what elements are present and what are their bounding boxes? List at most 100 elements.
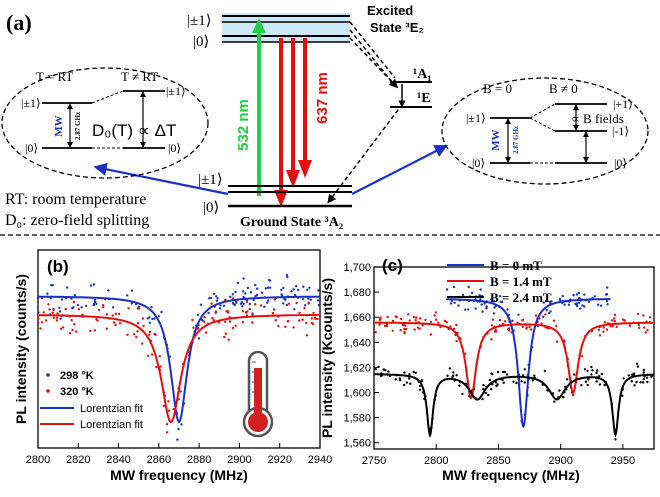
chart-c-point	[516, 321, 519, 324]
ground-ket-0: |0⟩	[203, 200, 219, 216]
chart-b-point	[172, 407, 175, 411]
b-dash-mid	[529, 117, 556, 132]
chart-b-point	[242, 295, 245, 299]
chart-b-point	[285, 303, 288, 307]
chart-c-point	[523, 381, 526, 384]
chart-b-point	[93, 329, 97, 332]
t-freq-label: 2.87 GHz	[74, 112, 82, 140]
chart-b-point	[165, 423, 169, 426]
rt-note: RT: room temperature	[5, 191, 146, 208]
chart-b-xtick-label: 2920	[267, 454, 291, 466]
chart-c-point	[437, 321, 440, 324]
bfield-inset: B = 0 B ≠ 0 |±1⟩ |0⟩ |+1⟩ |-1⟩ |0⟩ MW 2.…	[441, 77, 649, 185]
chart-b-point	[75, 330, 78, 333]
chart-c-point	[547, 311, 551, 315]
singlet-upper-label: ¹A₁	[413, 67, 432, 82]
chart-b-point	[231, 302, 235, 305]
chart-c-point	[631, 373, 634, 376]
chart-b-point	[280, 288, 283, 292]
chart-b-point	[93, 298, 97, 302]
chart-b-point	[155, 365, 158, 369]
t-ket-0-right: |0⟩	[168, 141, 181, 155]
chart-b-point	[268, 278, 271, 282]
chart-c-point	[587, 378, 590, 381]
chart-b-point	[55, 319, 59, 322]
chart-b-point	[260, 291, 264, 294]
chart-b-point	[229, 295, 232, 298]
chart-c-point	[595, 371, 598, 375]
chart-b-point	[313, 316, 317, 319]
chart-b-point	[294, 293, 297, 297]
chart-c-point	[611, 319, 614, 322]
chart-b-point	[306, 288, 309, 291]
chart-b-point	[234, 290, 237, 294]
chart-c-point	[455, 323, 458, 327]
chart-c-ytick-label: 1,640	[343, 337, 371, 349]
chart-c-point	[395, 316, 398, 319]
chart-b-point	[226, 310, 229, 313]
chart-c-point	[484, 391, 488, 395]
chart-b-point	[254, 303, 257, 306]
b-ket-plus1: |+1⟩	[613, 97, 633, 111]
chart-c-point	[385, 324, 389, 328]
chart-b-point	[65, 286, 69, 289]
chart-c-point	[590, 365, 593, 369]
chart-c-point	[598, 375, 601, 378]
chart-c-point	[590, 373, 593, 376]
chart-c-point	[605, 300, 609, 303]
chart-b-point	[297, 288, 300, 292]
chart-b-point	[107, 289, 110, 292]
chart-c-point	[506, 308, 509, 311]
emission-arrowhead-1	[274, 190, 288, 207]
chart-b-point	[70, 319, 73, 322]
chart-b-xtick-label: 2940	[308, 454, 332, 466]
chart-c-point	[561, 294, 564, 298]
chart-c-point	[487, 393, 490, 397]
chart-c-point	[630, 380, 633, 383]
chart-b-point	[71, 328, 74, 332]
chart-b-point	[46, 292, 49, 295]
chart-c-point	[627, 374, 630, 377]
chart-c-ytick-label: 1,560	[343, 438, 371, 450]
chart-b-legend-fit-blue: Lorentzian fit	[80, 403, 143, 415]
chart-c-point	[386, 315, 389, 319]
chart-b-point	[271, 311, 275, 315]
chart-b-xtick-label: 2860	[147, 454, 171, 466]
chart-b-point	[61, 326, 65, 329]
t-ket-0-left: |0⟩	[25, 141, 38, 155]
chart-c-point	[467, 308, 470, 311]
chart-c-point	[413, 328, 416, 331]
chart-b-point	[76, 303, 80, 307]
chart-c-point	[541, 315, 545, 318]
chart-c-point	[458, 384, 461, 387]
chart-b-point	[36, 321, 40, 324]
chart-c-point	[521, 325, 524, 328]
chart-c-point	[429, 333, 433, 336]
chart-c-point	[562, 396, 565, 399]
chart-c-point	[563, 303, 566, 306]
chart-c-point	[455, 374, 458, 377]
chart-c-point	[482, 387, 485, 391]
chart-c-point	[603, 383, 606, 387]
chart-c-point	[421, 324, 424, 327]
chart-c-point	[402, 324, 406, 327]
chart-c-point	[523, 368, 526, 371]
chart-b-point	[264, 287, 267, 290]
chart-c-point	[642, 371, 645, 374]
panel-a: (a) |±1⟩ |0⟩ Excited State ³E₂ ¹A₁ ¹E 53…	[1, 3, 649, 230]
chart-c-point	[542, 301, 545, 304]
chart-b-point	[42, 311, 45, 314]
t-ket-pm1-left: |±1⟩	[21, 96, 41, 110]
chart-c-point	[521, 374, 525, 377]
chart-c-point	[470, 291, 474, 295]
chart-c-point	[635, 362, 639, 365]
chart-c-point	[429, 320, 433, 324]
chart-c-point	[609, 324, 612, 328]
chart-c-point	[638, 326, 641, 330]
chart-b-point	[150, 353, 154, 356]
chart-c-point	[586, 383, 589, 387]
chart-c-point	[498, 318, 502, 322]
chart-c-point	[621, 394, 624, 397]
b-ket-pm1-left: |±1⟩	[466, 111, 486, 125]
chart-c-point	[408, 377, 411, 380]
